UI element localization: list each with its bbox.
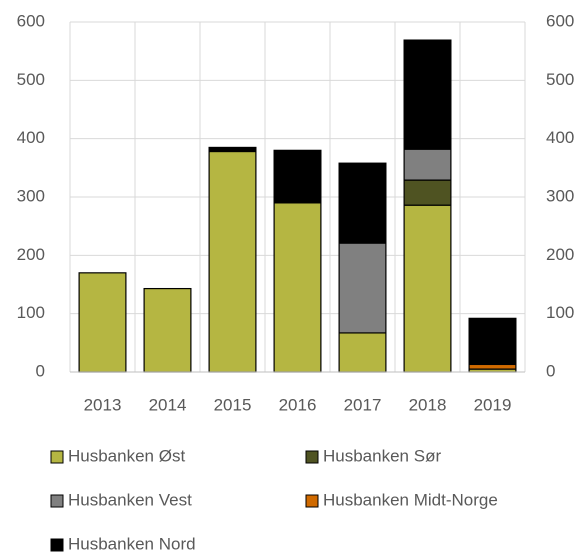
y-tick-label: 500 bbox=[17, 70, 45, 89]
y-tick-label: 400 bbox=[17, 128, 45, 147]
x-tick-label: 2018 bbox=[409, 395, 447, 414]
legend-label: Husbanken Nord bbox=[68, 534, 196, 553]
y2-tick-label: 400 bbox=[546, 128, 574, 147]
bar-segment bbox=[208, 150, 257, 373]
bar-segment bbox=[403, 148, 452, 181]
legend-swatch bbox=[50, 538, 64, 552]
bar-segment bbox=[338, 162, 387, 244]
y2-tick-label: 0 bbox=[546, 361, 555, 380]
x-tick-label: 2015 bbox=[214, 395, 252, 414]
x-tick-label: 2017 bbox=[344, 395, 382, 414]
bar-segment bbox=[403, 179, 452, 206]
y-tick-label: 200 bbox=[17, 245, 45, 264]
bar-segment bbox=[338, 332, 387, 373]
legend-label: Husbanken Sør bbox=[323, 446, 441, 465]
bar-segment bbox=[468, 363, 517, 370]
legend-swatch bbox=[305, 450, 319, 464]
bar-segment bbox=[468, 317, 517, 366]
bar-segment bbox=[403, 204, 452, 373]
bar-segment bbox=[273, 202, 322, 373]
legend-label: Husbanken Vest bbox=[68, 490, 192, 509]
x-tick-label: 2014 bbox=[149, 395, 187, 414]
bar-segment bbox=[143, 287, 192, 373]
legend-swatch bbox=[50, 494, 64, 508]
bar-segment bbox=[338, 242, 387, 334]
y-tick-label: 600 bbox=[17, 11, 45, 30]
y2-tick-label: 500 bbox=[546, 70, 574, 89]
y2-tick-label: 600 bbox=[546, 11, 574, 30]
bar-segment bbox=[78, 272, 127, 373]
y-tick-label: 100 bbox=[17, 303, 45, 322]
bar-segment bbox=[403, 39, 452, 150]
y-tick-label: 300 bbox=[17, 186, 45, 205]
legend-label: Husbanken Midt-Norge bbox=[323, 490, 498, 509]
y2-tick-label: 300 bbox=[546, 186, 574, 205]
y-tick-label: 0 bbox=[36, 361, 45, 380]
legend-label: Husbanken Øst bbox=[68, 446, 185, 465]
y2-tick-label: 200 bbox=[546, 245, 574, 264]
bar-segment bbox=[273, 149, 322, 204]
bar-segment bbox=[208, 146, 257, 153]
y2-tick-label: 100 bbox=[546, 303, 574, 322]
x-tick-label: 2013 bbox=[84, 395, 122, 414]
x-tick-label: 2016 bbox=[279, 395, 317, 414]
legend-swatch bbox=[50, 450, 64, 464]
x-tick-label: 2019 bbox=[474, 395, 512, 414]
legend-swatch bbox=[305, 494, 319, 508]
